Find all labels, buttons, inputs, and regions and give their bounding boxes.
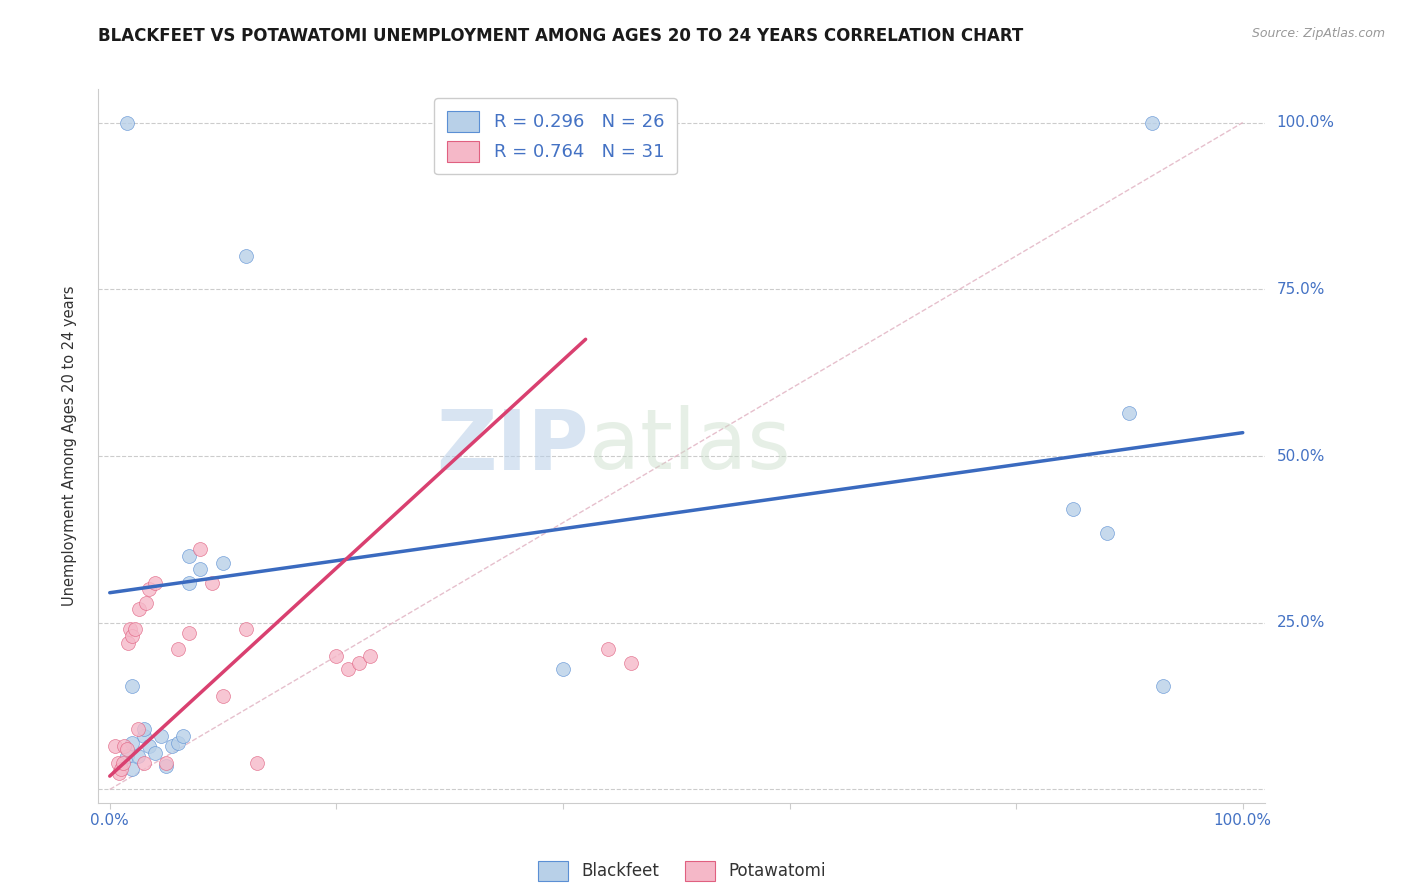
Point: [138, 582, 160, 597]
Point: [124, 623, 146, 637]
Point: [160, 739, 183, 753]
Point: [112, 756, 135, 770]
Point: [201, 575, 224, 590]
Legend: Blackfeet, Potawatomi: Blackfeet, Potawatomi: [531, 855, 832, 888]
Point: [172, 729, 194, 743]
Point: [121, 736, 143, 750]
Text: Source: ZipAtlas.com: Source: ZipAtlas.com: [1251, 27, 1385, 40]
Point: [132, 729, 155, 743]
Point: [336, 662, 359, 676]
Point: [107, 756, 129, 770]
Point: [551, 662, 574, 676]
Point: [143, 746, 166, 760]
Point: [1095, 525, 1118, 540]
Point: [104, 739, 127, 753]
Text: 50.0%: 50.0%: [1277, 449, 1324, 464]
Point: [121, 679, 143, 693]
Point: [1062, 502, 1084, 516]
Text: 25.0%: 25.0%: [1277, 615, 1324, 631]
Point: [212, 689, 235, 703]
Point: [127, 749, 149, 764]
Point: [166, 642, 188, 657]
Point: [127, 723, 149, 737]
Point: [166, 736, 188, 750]
Point: [110, 763, 132, 777]
Point: [115, 742, 138, 756]
Point: [1140, 115, 1163, 129]
Point: [138, 739, 160, 753]
Point: [115, 749, 138, 764]
Point: [121, 629, 143, 643]
Text: 100.0%: 100.0%: [1277, 115, 1334, 130]
Point: [620, 656, 643, 670]
Point: [143, 575, 166, 590]
Point: [347, 656, 370, 670]
Point: [155, 756, 177, 770]
Text: ZIP: ZIP: [436, 406, 589, 486]
Y-axis label: Unemployment Among Ages 20 to 24 years: Unemployment Among Ages 20 to 24 years: [62, 285, 77, 607]
Text: 75.0%: 75.0%: [1277, 282, 1324, 297]
Point: [235, 249, 257, 263]
Point: [235, 623, 257, 637]
Point: [246, 756, 269, 770]
Point: [117, 636, 139, 650]
Point: [114, 739, 136, 753]
Point: [1118, 406, 1140, 420]
Point: [325, 649, 347, 664]
Point: [177, 549, 200, 563]
Point: [115, 115, 138, 129]
Point: [120, 623, 142, 637]
Point: [190, 542, 212, 557]
Point: [121, 763, 143, 777]
Point: [598, 642, 620, 657]
Point: [128, 602, 150, 616]
Text: BLACKFEET VS POTAWATOMI UNEMPLOYMENT AMONG AGES 20 TO 24 YEARS CORRELATION CHART: BLACKFEET VS POTAWATOMI UNEMPLOYMENT AMO…: [98, 27, 1024, 45]
Text: atlas: atlas: [589, 406, 790, 486]
Point: [1152, 679, 1174, 693]
Point: [177, 575, 200, 590]
Point: [212, 556, 235, 570]
Point: [190, 562, 212, 576]
Point: [135, 596, 157, 610]
Point: [155, 759, 177, 773]
Point: [108, 765, 131, 780]
Point: [177, 625, 200, 640]
Point: [359, 649, 381, 664]
Point: [132, 723, 155, 737]
Point: [132, 756, 155, 770]
Point: [149, 729, 172, 743]
